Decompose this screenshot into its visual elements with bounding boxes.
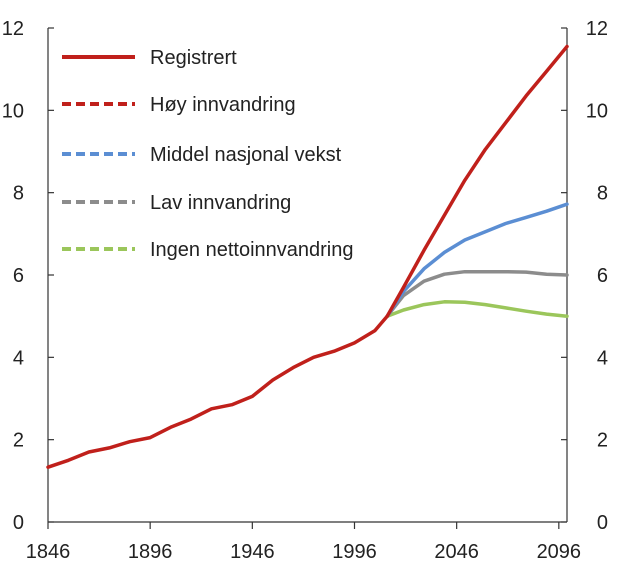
y-tick-label-right: 6 [597,265,608,287]
series-lines [46,44,569,469]
y-tick-label-right: 2 [597,430,608,452]
axes: 0 0 2 2 4 4 6 6 8 8 10 10 12 12 1846 1896 1946 1996 2046 20… [2,18,608,563]
y-tick-label-right: 0 [597,512,608,534]
y-tick-label-left: 10 [2,100,24,122]
y-tick-label-right: 10 [586,100,608,122]
y-tick-label-right: 4 [597,347,608,369]
x-tick-label: 2096 [537,541,582,563]
legend-label-1: Høy innvandring [150,94,296,116]
x-tick-label: 1996 [332,541,377,563]
series-line-1 [385,44,569,318]
y-tick-label-right: 8 [597,183,608,205]
y-tick-label-left: 0 [13,512,24,534]
series-line-2 [385,202,569,318]
series-line-0 [46,314,389,469]
y-tick-label-left: 6 [13,265,24,287]
legend: Registrert Høy innvandring Middel nasjonal… [62,47,354,261]
legend-label-4: Ingen nettoinnvandring [150,239,354,261]
legend-label-3: Lav innvandring [150,192,291,214]
legend-label-0: Registrert [150,47,237,69]
y-tick-label-right: 12 [586,18,608,40]
y-tick-label-left: 8 [13,183,24,205]
x-tick-label: 1896 [128,541,173,563]
series-line-4 [385,300,569,318]
y-tick-label-left: 4 [13,347,24,369]
legend-label-2: Middel nasjonal vekst [150,144,342,166]
x-tick-label: 2046 [434,541,479,563]
x-tick-label: 1846 [26,541,71,563]
series-line-3 [385,269,569,318]
x-tick-label: 1946 [230,541,275,563]
y-tick-label-left: 12 [2,18,24,40]
y-tick-label-left: 2 [13,430,24,452]
